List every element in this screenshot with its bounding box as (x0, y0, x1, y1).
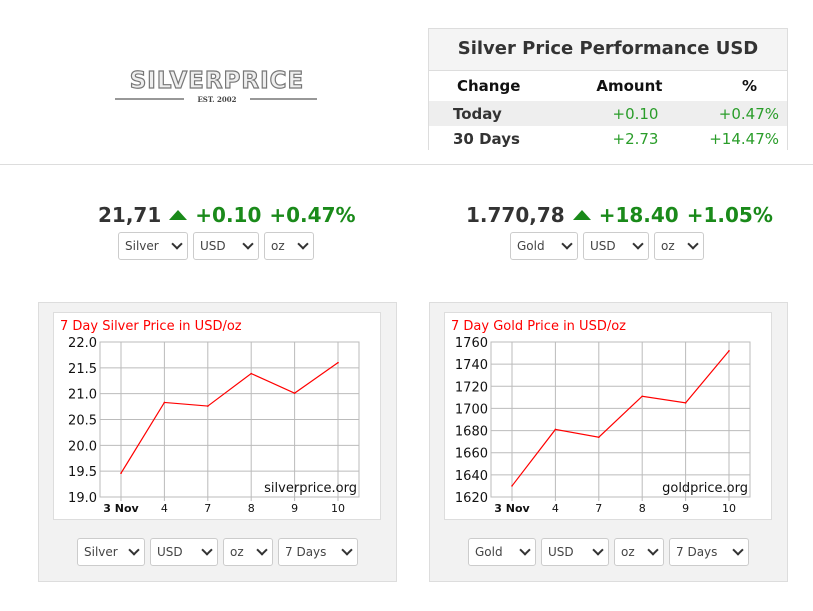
price-line (511, 350, 730, 487)
y-tick-label: 1740 (455, 358, 488, 373)
unit-select[interactable]: oz (654, 232, 704, 260)
data-point (511, 485, 513, 487)
unit-select[interactable]: oz (614, 538, 664, 566)
period-select[interactable]: 7 Days (669, 538, 749, 566)
silverprice-logo: SILVERPRICE EST. 2002 (115, 67, 317, 104)
y-tick-label: 22.0 (68, 336, 97, 351)
data-point (641, 395, 643, 398)
gold-pct: +1.05% (686, 203, 773, 227)
y-tick-label: 20.5 (68, 414, 97, 429)
metal-select[interactable]: Gold (510, 232, 578, 260)
data-point (250, 372, 252, 375)
data-point (293, 392, 296, 394)
period-select[interactable]: 7 Days (278, 538, 358, 566)
table-row: 30 Days +2.73 +14.47% (429, 126, 787, 151)
performance-title: Silver Price Performance USD (429, 29, 787, 71)
row-label: 30 Days (453, 129, 520, 148)
plot-frame (490, 341, 751, 498)
x-tick-label: 9 (682, 502, 689, 515)
performance-table: Silver Price Performance USD Change Amoun… (428, 28, 788, 150)
x-tick-label: 8 (639, 502, 646, 515)
data-point (163, 401, 166, 404)
x-tick-label: 3 Nov (494, 502, 530, 515)
x-tick-label: 8 (248, 502, 255, 515)
silver-chart-panel: 7 Day Silver Price in USD/oz 19.0 19.5 20.0… (38, 302, 397, 582)
y-tick-label: 21.5 (68, 362, 97, 377)
svg-text:SILVERPRICE: SILVERPRICE (130, 68, 305, 94)
y-tick-label: 1700 (455, 402, 488, 417)
x-tick-label: 7 (595, 502, 602, 515)
metal-select[interactable]: Silver (118, 232, 188, 260)
divider (0, 164, 813, 165)
data-point (120, 472, 122, 475)
chart-title: 7 Day Gold Price in USD/oz (451, 319, 626, 334)
watermark: silverprice.org (264, 481, 357, 496)
silver-chart: 7 Day Silver Price in USD/oz 19.0 19.5 20.0… (53, 312, 381, 520)
currency-select[interactable]: USD (583, 232, 649, 260)
watermark: goldprice.org (662, 481, 748, 496)
x-tick-label: 7 (204, 502, 211, 515)
data-point (684, 402, 687, 404)
row-amount: +2.73 (612, 129, 659, 148)
row-pct: +0.47% (666, 101, 787, 126)
col-pct: % (741, 77, 757, 95)
data-point (207, 405, 209, 407)
up-arrow-icon (572, 210, 591, 220)
silver-quote: 21,71 +0.10 +0.47% (98, 203, 356, 227)
x-tick-label: 4 (161, 502, 168, 515)
silver-change: +0.10 (195, 203, 262, 227)
y-tick-label: 1680 (455, 425, 488, 440)
currency-select[interactable]: USD (193, 232, 259, 260)
y-tick-label: 1620 (455, 491, 488, 506)
y-tick-label: 20.0 (68, 439, 97, 454)
x-tick-label: 9 (291, 502, 298, 515)
row-label: Today (429, 101, 568, 126)
row-pct: +14.47% (709, 129, 779, 148)
x-tick-label: 4 (552, 502, 559, 515)
svg-text:EST. 2002: EST. 2002 (197, 95, 236, 104)
gold-price: 1.770,78 (466, 203, 565, 227)
col-change: Change (457, 77, 521, 95)
silver-pct: +0.47% (269, 203, 356, 227)
metal-select[interactable]: Silver (77, 538, 145, 566)
y-tick-label: 19.0 (68, 491, 97, 506)
col-amount: Amount (596, 77, 663, 95)
row-amount: +0.10 (568, 101, 667, 126)
unit-select[interactable]: oz (223, 538, 273, 566)
data-point (728, 350, 730, 352)
y-tick-label: 1720 (455, 380, 488, 395)
metal-select[interactable]: Gold (468, 538, 536, 566)
y-tick-label: 1660 (455, 447, 488, 462)
y-tick-label: 1760 (455, 336, 488, 351)
currency-select[interactable]: USD (541, 538, 609, 566)
unit-select[interactable]: oz (264, 232, 314, 260)
chart-title: 7 Day Silver Price in USD/oz (60, 319, 242, 334)
y-tick-label: 21.0 (68, 388, 97, 403)
data-point (554, 428, 557, 431)
gold-change: +18.40 (598, 203, 679, 227)
y-tick-label: 1640 (455, 469, 488, 484)
data-point (598, 436, 600, 439)
data-point (337, 361, 339, 364)
gold-chart: 7 Day Gold Price in USD/oz 1620 1640 1660 16… (444, 312, 772, 520)
x-tick-label: 3 Nov (103, 502, 139, 515)
x-tick-label: 10 (331, 502, 345, 515)
silver-price: 21,71 (98, 203, 162, 227)
gold-quote: 1.770,78 +18.40 +1.05% (466, 203, 773, 227)
x-tick-label: 10 (722, 502, 736, 515)
table-row: Today +0.10 +0.47% (429, 101, 787, 126)
y-tick-label: 19.5 (68, 465, 97, 480)
currency-select[interactable]: USD (150, 538, 218, 566)
up-arrow-icon (169, 210, 188, 220)
gold-chart-panel: 7 Day Gold Price in USD/oz 1620 1640 1660 16… (429, 302, 788, 582)
price-line (120, 362, 339, 474)
